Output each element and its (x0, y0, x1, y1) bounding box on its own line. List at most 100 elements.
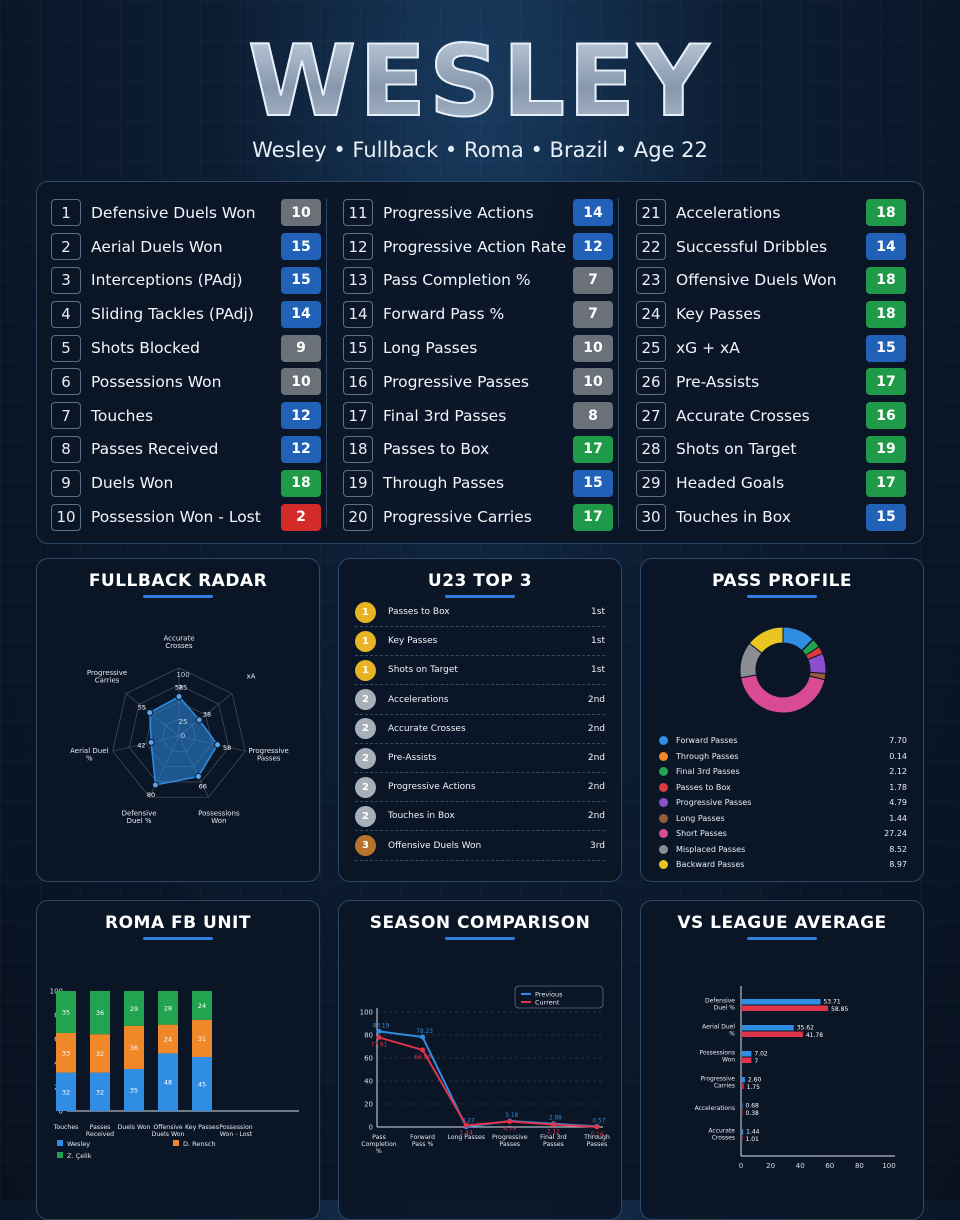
metric-label: Shots Blocked (91, 339, 200, 358)
legend-label: Backward Passes (676, 860, 745, 870)
metric-percentile-badge: 18 (281, 469, 321, 497)
legend-label: D. Rensch (183, 1140, 216, 1148)
metric-label: Pre-Assists (676, 372, 760, 391)
metric-label: Shots on Target (676, 440, 797, 459)
y-category-label: Accurate Crosses (708, 1128, 735, 1142)
player-bar (741, 1025, 794, 1031)
metric-number: 22 (636, 233, 666, 261)
bar-value-label: 32 (96, 1088, 104, 1096)
league-bar (741, 1031, 803, 1037)
metric-label: Progressive Passes (383, 372, 530, 391)
radar-point (146, 709, 154, 717)
metric-row: 9 Duels Won 18 (51, 466, 321, 500)
series-point (420, 1047, 426, 1053)
bar-value-label: 1.44 (746, 1129, 760, 1136)
radar-axis-label: Possessions Won (198, 809, 240, 825)
stacked-bar-segment (158, 991, 178, 1025)
series-point (376, 1028, 382, 1034)
point-value-label: 0.14 (591, 1132, 604, 1138)
top3-rank: 2nd (587, 694, 605, 705)
metric-label: Touches (91, 406, 154, 425)
bar-value-label: 48 (164, 1079, 172, 1087)
metric-label: Interceptions (PAdj) (91, 271, 243, 290)
metric-number: 29 (636, 469, 666, 497)
top3-metric-label: Accelerations (388, 694, 449, 705)
series-point (507, 1118, 513, 1124)
x-tick-label: 0 (739, 1162, 743, 1170)
metric-number: 24 (636, 300, 666, 328)
stacked-bar-segment (124, 1025, 144, 1069)
stacked-bar-segment (56, 991, 76, 1033)
metric-row: 11 Progressive Actions 14 (343, 196, 613, 230)
point-value-label: 2.12 (547, 1130, 560, 1136)
league-panel: VS LEAGUE AVERAGE 0 20 40 60 80 100 53.71 58.85… (640, 900, 924, 1220)
metric-row: 15 Long Passes 10 (343, 331, 613, 365)
metric-number: 18 (343, 435, 373, 463)
radar-point (194, 772, 202, 780)
player-bar (741, 1051, 752, 1057)
radar-area (148, 695, 219, 786)
metric-label: Touches in Box (676, 508, 791, 527)
fb-unit-panel: ROMA FB UNIT 020406080100323335Touches32… (36, 900, 320, 1220)
column-divider (618, 198, 619, 527)
metric-number: 9 (51, 469, 81, 497)
metric-percentile-badge: 16 (866, 402, 906, 430)
legend-value: 0.14 (889, 751, 907, 761)
pass-legend-item: Misplaced Passes 8.52 (659, 842, 907, 858)
metric-label: Accelerations (676, 203, 781, 222)
radar-point (175, 693, 183, 701)
radar-point (213, 741, 221, 749)
radar-axis-label: Progressive Passes (249, 747, 289, 763)
stacked-bar-segment (124, 1069, 144, 1111)
metric-label: Progressive Action Rate (383, 237, 567, 256)
player-bar (741, 999, 821, 1005)
metric-label: xG + xA (676, 339, 740, 358)
radar-axis-label: Progressive Carries (87, 669, 127, 685)
metric-percentile-badge: 10 (281, 368, 321, 396)
radar-value-label: 66 (199, 782, 207, 790)
y-tick-label: 100 (360, 1009, 373, 1017)
metric-percentile-badge: 14 (866, 233, 906, 261)
top3-row: 1 Shots on Target 1st (355, 656, 605, 686)
radar-axis-label: Accurate Crosses (163, 635, 194, 651)
metric-percentile-badge: 17 (573, 503, 613, 531)
legend-label: Passes to Box (676, 782, 731, 792)
y-tick-label: 60 (364, 1055, 373, 1063)
metric-label: Long Passes (383, 339, 478, 358)
metric-number: 25 (636, 334, 666, 362)
metric-label: Accurate Crosses (676, 406, 810, 425)
x-tick-label: 80 (855, 1162, 864, 1170)
pass-legend-item: Forward Passes 7.70 (659, 733, 907, 749)
bar-value-label: 29 (130, 1005, 138, 1013)
metrics-panel: 1 Defensive Duels Won 10 2 Aerial Duels Won 1… (36, 181, 924, 544)
series-line (378, 1036, 598, 1128)
x-tick-label: 20 (766, 1162, 775, 1170)
metric-percentile-badge: 14 (281, 300, 321, 328)
point-value-label: 2.88 (549, 1116, 562, 1122)
metric-percentile-badge: 12 (281, 402, 321, 430)
top3-metric-label: Accurate Crosses (388, 723, 466, 734)
legend-dot-icon (659, 798, 668, 808)
medal-icon: 1 (355, 659, 376, 681)
bar-value-label: 32 (62, 1088, 70, 1096)
stacked-bar-segment (124, 991, 144, 1026)
bar-value-label: 28 (164, 1004, 172, 1012)
metric-row: 24 Key Passes 18 (636, 297, 906, 331)
radar-value-label: 38 (203, 711, 211, 719)
top3-rank: 2nd (587, 811, 605, 822)
metric-number: 3 (51, 266, 81, 294)
point-value-label: 0.57 (593, 1118, 606, 1124)
metric-label: Defensive Duels Won (91, 203, 256, 222)
legend-swatch (57, 1152, 63, 1158)
bar-value-label: 24 (198, 1002, 206, 1010)
title-underline (143, 937, 213, 940)
metric-number: 5 (51, 334, 81, 362)
metric-number: 21 (636, 199, 666, 227)
medal-icon: 1 (355, 601, 376, 623)
metric-row: 22 Successful Dribbles 14 (636, 230, 906, 264)
legend-dot-icon (659, 782, 668, 792)
legend-dot-icon (659, 751, 668, 761)
top3-metric-label: Progressive Actions (388, 782, 476, 793)
series-point (420, 1034, 426, 1040)
y-category-label: Defensive Duel % (705, 998, 735, 1012)
